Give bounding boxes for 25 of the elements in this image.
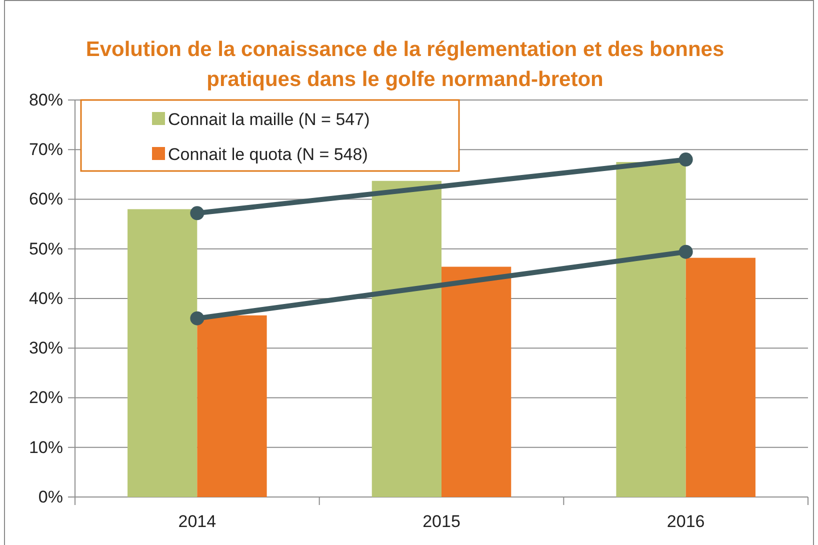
point [190, 206, 204, 220]
bar [372, 180, 442, 497]
y-tick-label: 0% [38, 487, 63, 506]
y-tick-label: 20% [28, 388, 63, 408]
y-tick-label: 50% [28, 239, 63, 258]
y-tick-label: 60% [28, 190, 63, 209]
legend-label: Connait la maille (N = 547) [168, 110, 370, 129]
bar [197, 315, 267, 497]
bar [616, 162, 686, 497]
y-tick-label: 30% [28, 338, 63, 358]
x-tick-label: 2016 [666, 512, 705, 531]
bar [442, 266, 512, 497]
x-tick-label: 2015 [422, 512, 460, 531]
y-tick-label: 70% [28, 140, 63, 160]
point [678, 152, 693, 167]
bar [128, 209, 198, 497]
chart-title: Evolution de la conaissance de la réglementation et des bonnes pratiques dans le golfe normand-breton [86, 38, 724, 91]
bar [686, 258, 756, 497]
y-tick-label: 40% [28, 288, 63, 308]
legend-label: Connait le quota (N = 548) [168, 145, 368, 164]
point [190, 311, 204, 326]
y-tick-label: 80% [28, 90, 63, 110]
point [678, 244, 693, 259]
x-tick-label: 2014 [178, 512, 216, 531]
y-tick-label: 10% [28, 438, 63, 457]
